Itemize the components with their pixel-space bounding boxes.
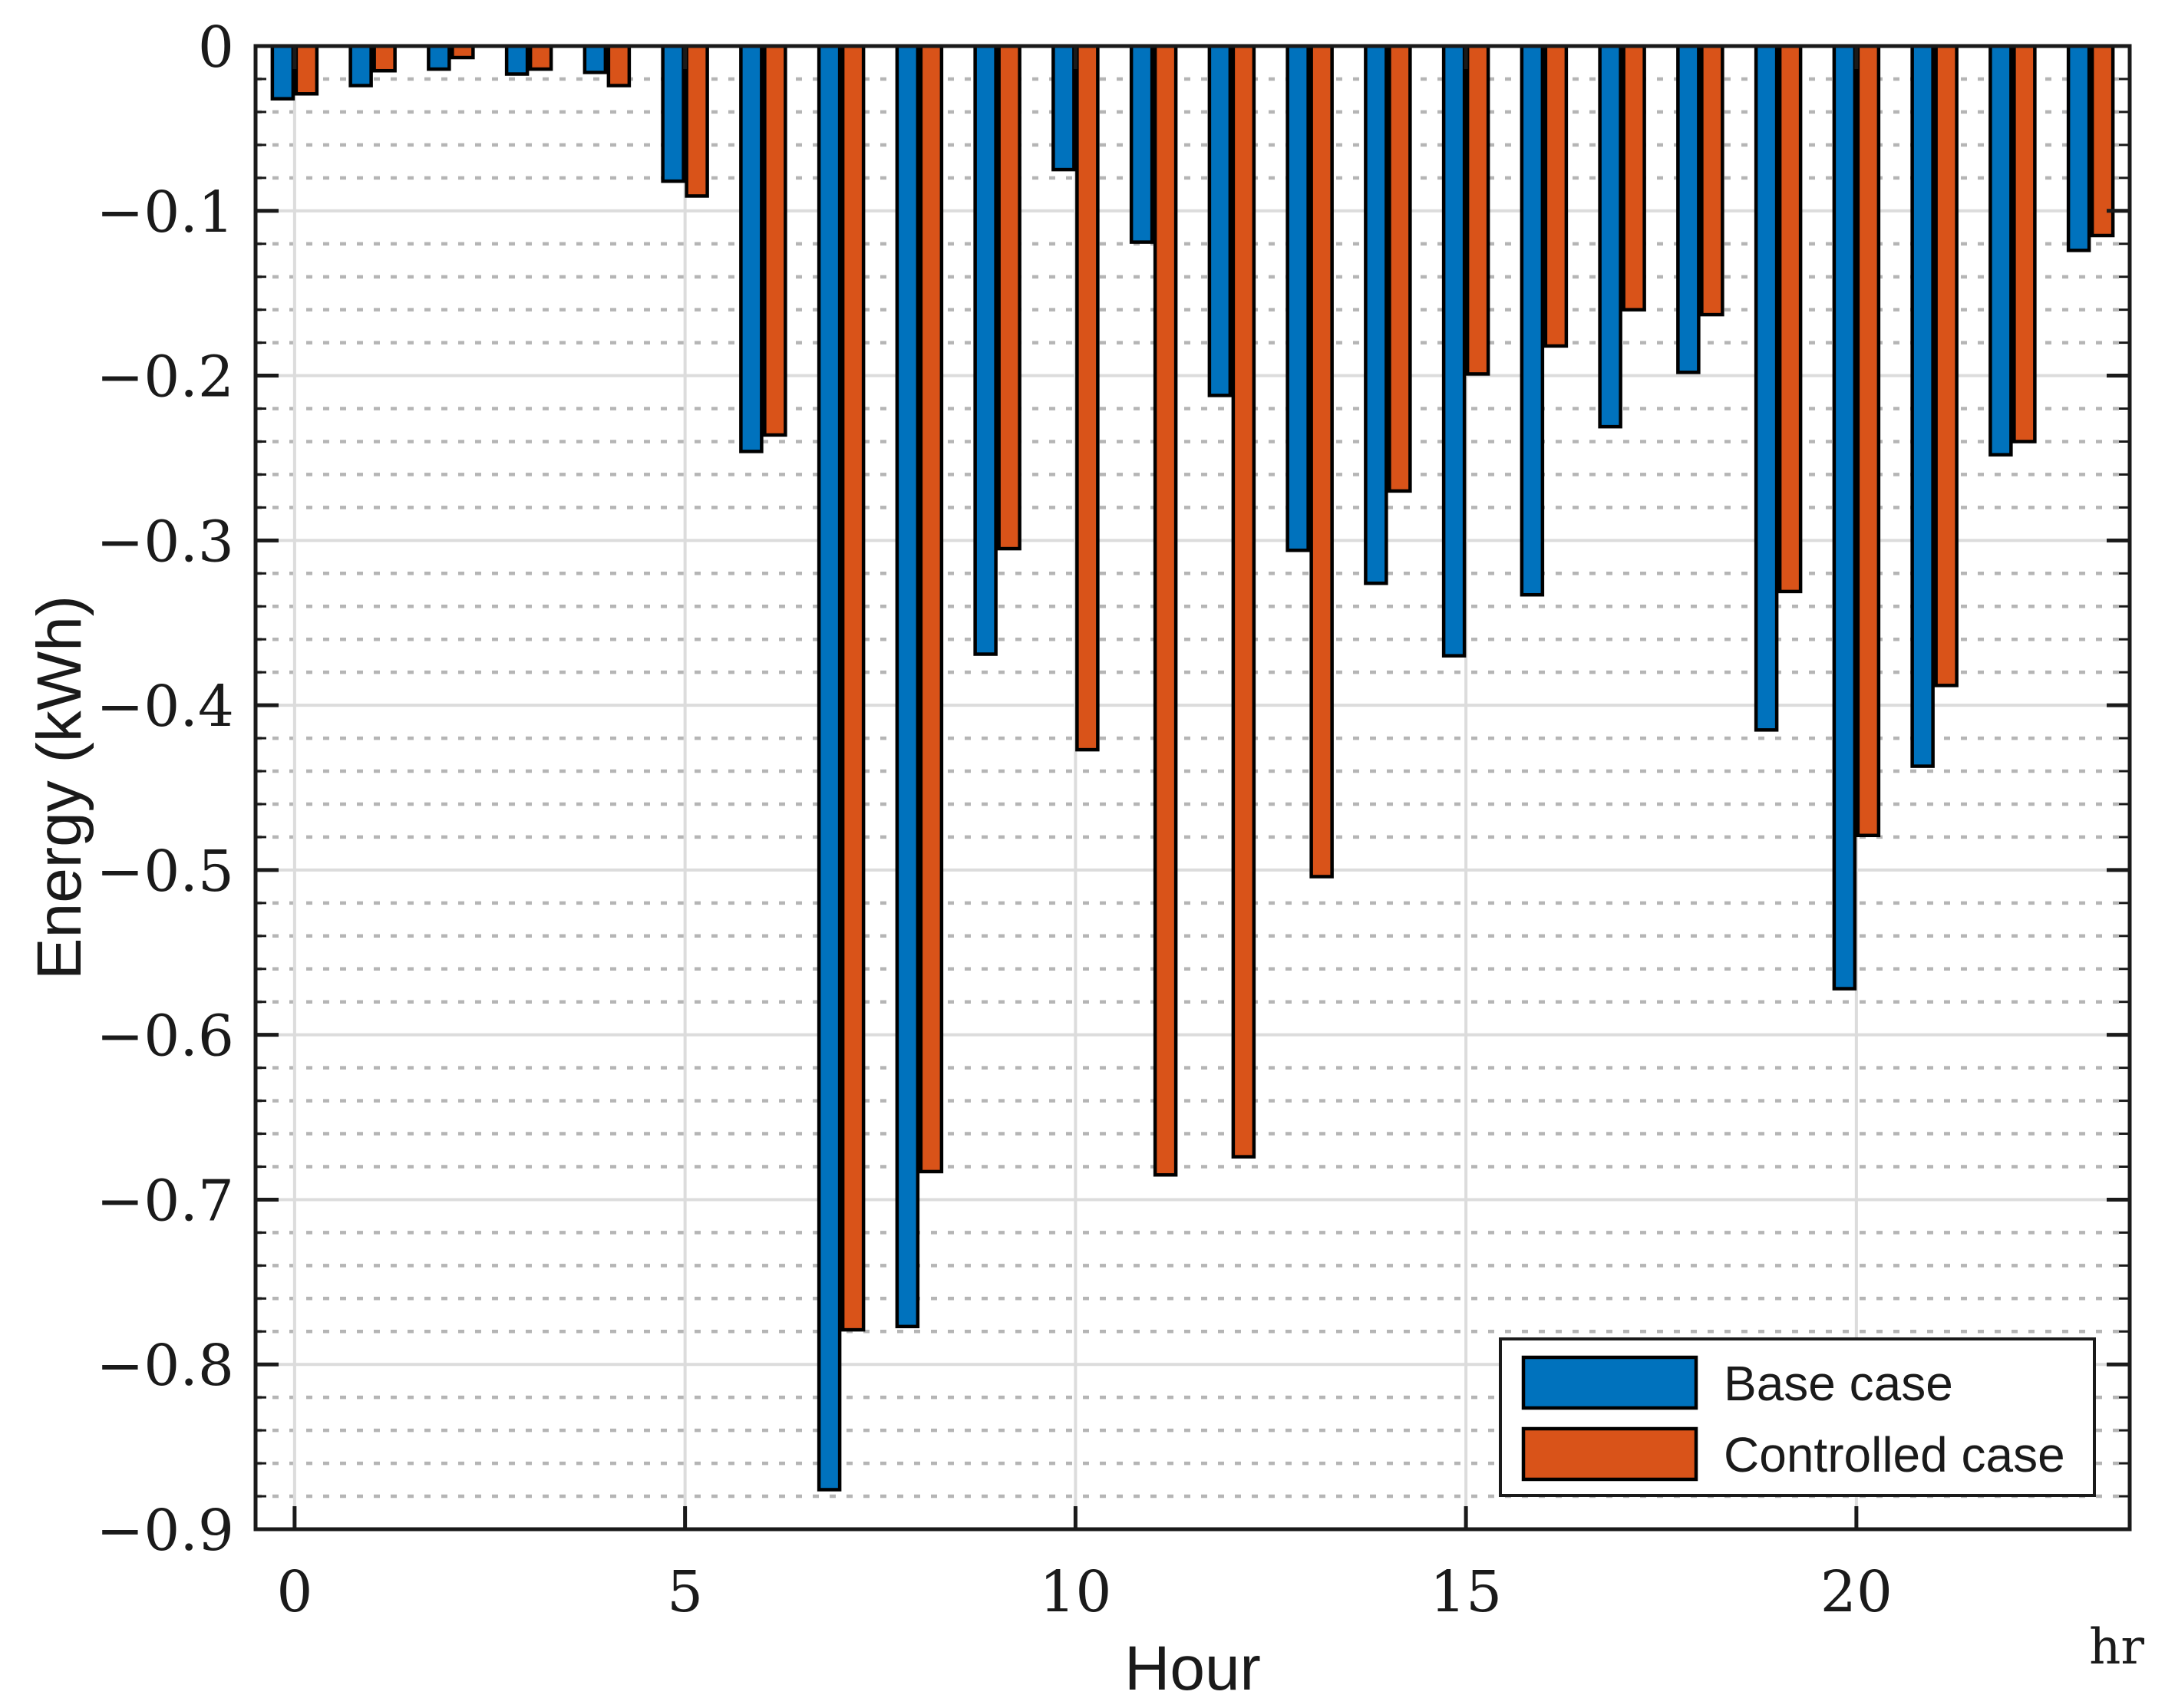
bar-base-case: [583, 44, 608, 74]
bar-base-case: [739, 44, 764, 453]
bar-base-case: [1754, 44, 1779, 732]
bar-base-case: [1051, 44, 1076, 172]
bar-controlled-case: [1465, 44, 1490, 376]
bar-controlled-case: [1075, 44, 1100, 752]
bar-controlled-case: [606, 44, 632, 87]
bar-controlled-case: [1543, 44, 1569, 348]
plot-area: [256, 46, 2130, 1529]
bar-base-case: [1285, 44, 1310, 552]
bar-controlled-case: [1700, 44, 1724, 317]
y-tick-label: −0.4: [96, 674, 234, 740]
x-unit-label: hr: [2089, 1619, 2144, 1676]
y-tick-label: −0.3: [96, 509, 234, 575]
bar-controlled-case: [372, 44, 397, 73]
bar-base-case: [1129, 44, 1154, 244]
bar-controlled-case: [2090, 44, 2115, 238]
bar-base-case: [661, 44, 685, 183]
bar-base-case: [1832, 44, 1857, 991]
bar-controlled-case: [2012, 44, 2037, 443]
bar-base-case: [348, 44, 373, 87]
bar-controlled-case: [294, 44, 319, 96]
x-axis-label: Hour: [1124, 1634, 1261, 1703]
bar-controlled-case: [919, 44, 944, 1174]
y-tick-label: −0.7: [96, 1168, 234, 1234]
x-tick-label: 10: [1039, 1559, 1111, 1625]
bar-base-case: [895, 44, 920, 1329]
bar-base-case: [973, 44, 998, 656]
legend-swatch-controlled-case: [1521, 1426, 1698, 1482]
y-tick-label: −0.6: [96, 1004, 234, 1070]
x-tick-label: 20: [1820, 1559, 1893, 1625]
y-tick-label: −0.2: [96, 345, 234, 411]
x-tick-label: 0: [276, 1559, 312, 1625]
y-tick-label: 0: [198, 15, 234, 81]
y-tick-label: −0.1: [96, 180, 234, 246]
legend-label-base-case: Base case: [1724, 1356, 1953, 1411]
bar-controlled-case: [763, 44, 787, 437]
bar-controlled-case: [1388, 44, 1412, 493]
bar-controlled-case: [997, 44, 1021, 551]
bar-controlled-case: [1309, 44, 1334, 879]
x-tick-label: 15: [1430, 1559, 1502, 1625]
bar-base-case: [1520, 44, 1545, 597]
bar-controlled-case: [1934, 44, 1959, 687]
y-tick-label: −0.9: [96, 1498, 234, 1564]
bar-controlled-case: [528, 44, 553, 71]
axes-border: [253, 44, 2132, 1532]
bar-base-case: [504, 44, 530, 76]
legend-label-controlled-case: Controlled case: [1724, 1427, 2065, 1482]
x-tick-label: 5: [667, 1559, 703, 1625]
bar-controlled-case: [1153, 44, 1178, 1177]
bar-base-case: [427, 44, 451, 71]
bar-base-case: [1910, 44, 1935, 768]
bar-base-case: [1207, 44, 1233, 397]
bar-base-case: [2066, 44, 2091, 252]
bar-base-case: [1598, 44, 1622, 429]
bar-base-case: [270, 44, 295, 101]
bar-controlled-case: [685, 44, 709, 198]
legend-swatch-base-case: [1521, 1355, 1698, 1410]
bar-controlled-case: [1622, 44, 1646, 312]
bar-controlled-case: [840, 44, 866, 1332]
bar-controlled-case: [1856, 44, 1881, 838]
bar-base-case: [1441, 44, 1467, 658]
bar-base-case: [817, 44, 842, 1492]
bar-base-case: [1676, 44, 1701, 374]
bar-controlled-case: [1777, 44, 1803, 594]
legend: Base case Controlled case: [1499, 1337, 2096, 1497]
y-tick-label: −0.8: [96, 1333, 234, 1399]
y-axis-label: Energy (kWh): [25, 595, 94, 980]
bar-controlled-case: [1231, 44, 1256, 1159]
y-tick-label: −0.5: [96, 839, 234, 905]
bar-base-case: [1988, 44, 2013, 457]
bar-base-case: [1364, 44, 1388, 585]
